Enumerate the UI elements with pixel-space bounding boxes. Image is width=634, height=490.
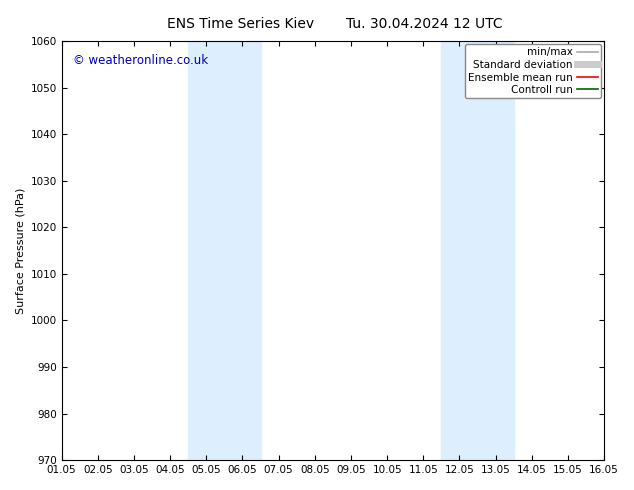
Bar xyxy=(441,41,514,460)
Text: Tu. 30.04.2024 12 UTC: Tu. 30.04.2024 12 UTC xyxy=(346,17,503,31)
Y-axis label: Surface Pressure (hPa): Surface Pressure (hPa) xyxy=(15,187,25,314)
Text: ENS Time Series Kiev: ENS Time Series Kiev xyxy=(167,17,314,31)
Text: © weatheronline.co.uk: © weatheronline.co.uk xyxy=(72,53,208,67)
Legend: min/max, Standard deviation, Ensemble mean run, Controll run: min/max, Standard deviation, Ensemble me… xyxy=(465,44,601,98)
Bar xyxy=(188,41,261,460)
